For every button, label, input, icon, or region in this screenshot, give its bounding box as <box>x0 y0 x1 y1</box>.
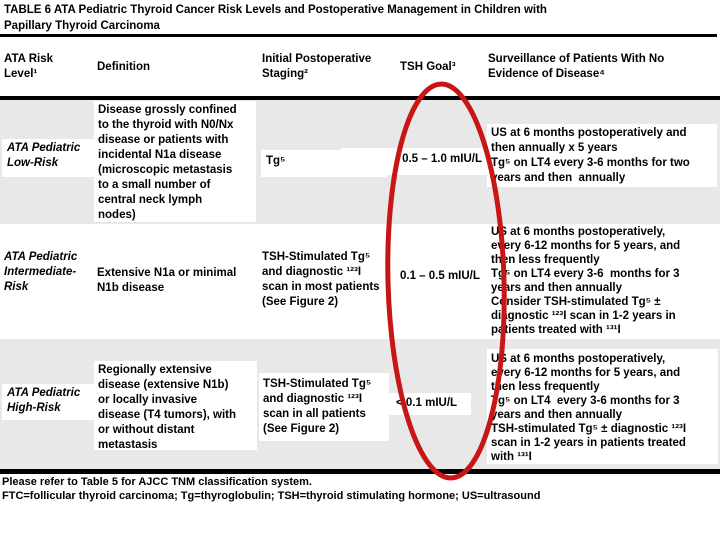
column-header-definition: Definition <box>97 61 151 73</box>
table-title: TABLE 6 ATA Pediatric Thyroid Cancer Ris… <box>4 4 547 32</box>
cell-risk-level-high: ATA Pediatric High-Risk <box>2 384 95 420</box>
cell-definition-intermediate: Extensive N1a or minimal N1b disease <box>97 267 237 294</box>
footnote-abbreviations: FTC=follicular thyroid carcinoma; Tg=thy… <box>2 490 541 502</box>
column-header-staging: Initial Postoperative Staging² <box>262 53 372 80</box>
footnote-tnm-reference: Please refer to Table 5 for AJCC TNM cla… <box>2 476 312 488</box>
cell-risk-level-intermediate: ATA Pediatric Intermediate- Risk <box>4 251 78 293</box>
title-underline <box>0 34 717 37</box>
cell-definition-high: Regionally extensive disease (extensive … <box>94 361 257 451</box>
column-header-risk-level: ATA Risk Level¹ <box>4 53 53 80</box>
table-bottom-line <box>0 469 720 474</box>
cell-surveillance-intermediate: US at 6 months postoperatively, every 6-… <box>491 226 681 336</box>
cell-tsh-goal-high: < 0.1 mIU/L <box>389 393 471 415</box>
cell-tsh-goal-low: 0.5 – 1.0 mIU/L <box>341 148 487 175</box>
cell-tsh-goal-intermediate: 0.1 – 0.5 mIU/L <box>400 270 480 282</box>
cell-staging-high: TSH-Stimulated Tg⁵ and diagnostic ¹²³I s… <box>259 373 389 441</box>
column-header-tsh-goal: TSH Goal³ <box>400 61 456 73</box>
cell-definition-low: Disease grossly confined to the thyroid … <box>94 101 256 222</box>
cell-surveillance-low: US at 6 months postoperatively and then … <box>487 124 717 187</box>
column-header-surveillance: Surveillance of Patients With No Evidenc… <box>488 53 665 80</box>
cell-staging-intermediate: TSH-Stimulated Tg⁵ and diagnostic ¹²³I s… <box>262 251 380 308</box>
cell-surveillance-high: US at 6 months postoperatively, every 6-… <box>487 349 718 464</box>
cell-risk-level-low: ATA Pediatric Low-Risk <box>2 139 97 177</box>
header-divider-line <box>0 96 720 100</box>
